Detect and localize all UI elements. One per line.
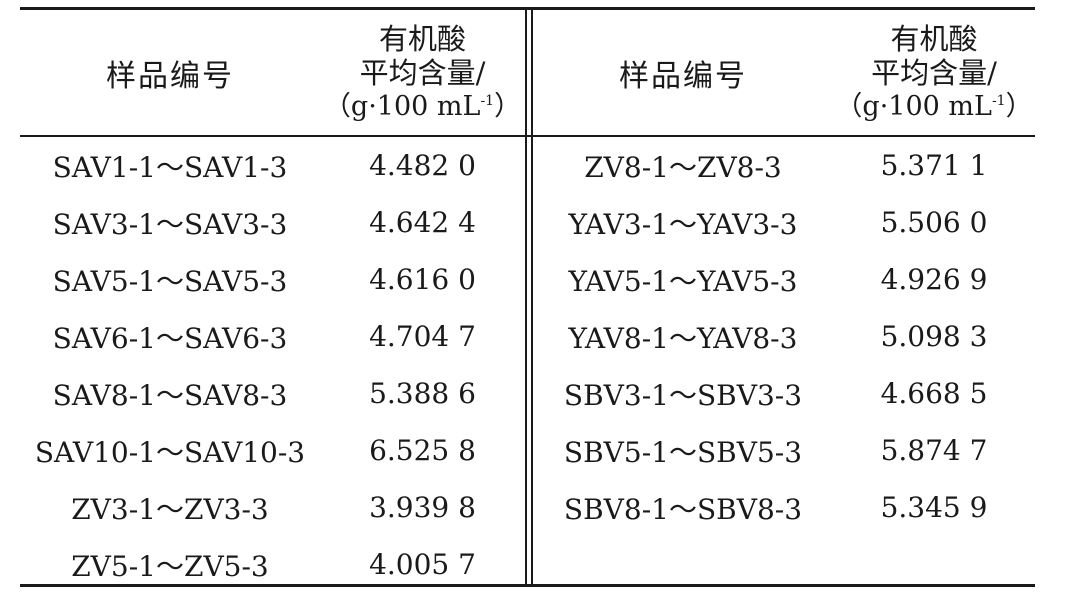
unit-exponent: -1 (480, 92, 495, 109)
right-value-header: 有机酸 平均含量/ （g·100 mL-1） (833, 10, 1035, 135)
table-row: SAV6-1～SAV6-3 4.704 7 (20, 308, 525, 365)
table-row: ZV8-1～ZV8-3 5.371 1 (533, 137, 1035, 194)
table-row: SAV8-1～SAV8-3 5.388 6 (20, 365, 525, 422)
table-top-rule (20, 7, 1035, 10)
left-value-header-line1: 有机酸 (378, 21, 466, 56)
table-bottom-rule (20, 584, 1035, 587)
value-cell: 5.371 1 (880, 149, 988, 182)
table-row: YAV5-1～YAV5-3 4.926 9 (533, 251, 1035, 308)
unit-open: （g·100 mL (835, 90, 992, 122)
sample-cell: SBV3-1～SBV3-3 (563, 378, 803, 412)
sample-cell: ZV8-1～ZV8-3 (584, 150, 782, 184)
value-cell: 4.704 7 (369, 320, 476, 353)
value-cell: 5.098 3 (880, 320, 988, 353)
sample-cell: SAV5-1～SAV5-3 (52, 264, 288, 298)
unit-close: ） (494, 90, 522, 122)
table-row: SAV1-1～SAV1-3 4.482 0 (20, 137, 525, 194)
sample-cell: SAV10-1～SAV10-3 (34, 435, 306, 469)
value-cell: 4.482 0 (369, 149, 476, 182)
unit-exponent: -1 (991, 92, 1006, 109)
unit-close: ） (1005, 90, 1033, 122)
table-row: ZV3-1～ZV3-3 3.939 8 (20, 479, 525, 536)
left-value-header-line2: 平均含量/ (359, 55, 486, 90)
right-value-header-line2: 平均含量/ (871, 55, 997, 90)
left-sample-header: 样品编号 (106, 58, 234, 94)
table-row: SAV5-1～SAV5-3 4.616 0 (20, 251, 525, 308)
table-row: SAV10-1～SAV10-3 6.525 8 (20, 422, 525, 479)
table-row: SBV5-1～SBV5-3 5.874 7 (533, 422, 1035, 479)
table-double-divider (525, 7, 533, 587)
right-table-body: ZV8-1～ZV8-3 5.371 1 YAV3-1～YAV3-3 5.506 0 … (533, 137, 1035, 536)
table-row: YAV3-1～YAV3-3 5.506 0 (533, 194, 1035, 251)
value-cell: 4.005 7 (369, 548, 476, 581)
sample-cell: SAV8-1～SAV8-3 (52, 378, 288, 412)
right-value-header-line1: 有机酸 (890, 21, 978, 56)
table-row: YAV8-1～YAV8-3 5.098 3 (533, 308, 1035, 365)
value-cell: 4.616 0 (369, 263, 476, 296)
right-value-header-unit: （g·100 mL-1） (835, 90, 1032, 124)
sample-cell: ZV5-1～ZV5-3 (71, 549, 269, 583)
table-row: SBV8-1～SBV8-3 5.345 9 (533, 479, 1035, 536)
value-cell: 4.668 5 (880, 377, 988, 410)
left-value-header-unit: （g·100 mL-1） (324, 90, 521, 124)
left-table-body: SAV1-1～SAV1-3 4.482 0 SAV3-1～SAV3-3 4.642 … (20, 137, 525, 593)
sample-cell: YAV5-1～YAV5-3 (568, 264, 798, 298)
table-row: ZV5-1～ZV5-3 4.005 7 (20, 536, 525, 593)
table-row: SBV3-1～SBV3-3 4.668 5 (533, 365, 1035, 422)
sample-cell: SBV5-1～SBV5-3 (563, 435, 803, 469)
value-cell: 5.388 6 (369, 377, 476, 410)
value-cell: 5.506 0 (880, 206, 988, 239)
right-sample-header: 样品编号 (619, 58, 747, 94)
value-cell: 6.525 8 (369, 434, 476, 467)
left-value-header: 有机酸 平均含量/ （g·100 mL-1） (320, 10, 525, 135)
sample-cell: SAV3-1～SAV3-3 (52, 207, 288, 241)
table-row: SAV3-1～SAV3-3 4.642 4 (20, 194, 525, 251)
value-cell: 4.642 4 (369, 206, 476, 239)
value-cell: 5.345 9 (880, 491, 988, 524)
value-cell: 5.874 7 (880, 434, 988, 467)
organic-acid-table: 样品编号 有机酸 平均含量/ （g·100 mL-1） 样品编号 有机酸 平均含… (20, 7, 1035, 588)
sample-cell: SAV1-1～SAV1-3 (52, 150, 288, 184)
table-header-rule (20, 135, 1035, 137)
sample-cell: SBV8-1～SBV8-3 (563, 492, 803, 526)
sample-cell: SAV6-1～SAV6-3 (52, 321, 288, 355)
unit-open: （g·100 mL (323, 90, 481, 122)
sample-cell: YAV3-1～YAV3-3 (568, 207, 798, 241)
value-cell: 4.926 9 (880, 263, 988, 296)
value-cell: 3.939 8 (369, 491, 476, 524)
sample-cell: ZV3-1～ZV3-3 (71, 492, 269, 526)
sample-cell: YAV8-1～YAV8-3 (568, 321, 798, 355)
